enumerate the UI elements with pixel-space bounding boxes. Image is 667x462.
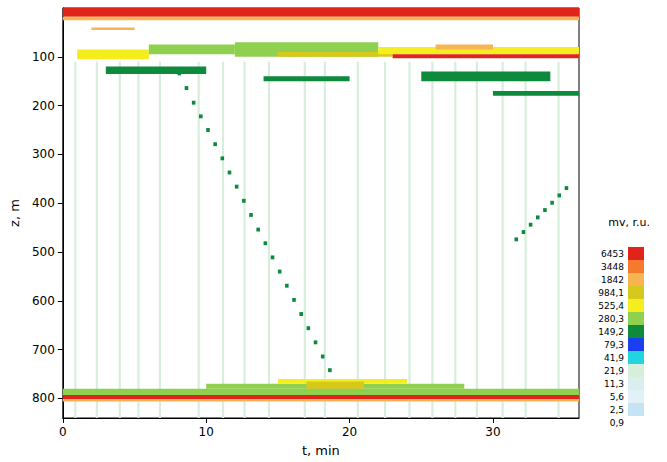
svg-text:2,5: 2,5 <box>610 405 624 415</box>
svg-text:21,9: 21,9 <box>604 366 624 376</box>
svg-text:79,3: 79,3 <box>604 340 624 350</box>
svg-text:149,2: 149,2 <box>598 327 624 337</box>
svg-text:41,9: 41,9 <box>604 353 624 363</box>
svg-text:3448: 3448 <box>601 262 624 272</box>
svg-text:500: 500 <box>32 245 55 259</box>
svg-text:525,4: 525,4 <box>598 301 624 311</box>
svg-text:800: 800 <box>32 391 55 405</box>
svg-text:600: 600 <box>32 294 55 308</box>
svg-text:z, m: z, m <box>7 199 22 227</box>
svg-text:280,3: 280,3 <box>598 314 624 324</box>
svg-text:300: 300 <box>32 147 55 161</box>
svg-text:10: 10 <box>199 425 214 439</box>
svg-text:0: 0 <box>59 425 67 439</box>
svg-text:20: 20 <box>342 425 357 439</box>
svg-text:984,1: 984,1 <box>598 288 624 298</box>
svg-text:6453: 6453 <box>601 249 624 259</box>
svg-text:0,9: 0,9 <box>610 418 625 428</box>
svg-text:700: 700 <box>32 343 55 357</box>
svg-text:t, min: t, min <box>302 443 340 458</box>
svg-text:400: 400 <box>32 196 55 210</box>
svg-text:mv, r.u.: mv, r.u. <box>608 216 650 229</box>
svg-text:200: 200 <box>32 99 55 113</box>
svg-text:1842: 1842 <box>601 275 624 285</box>
svg-text:5,6: 5,6 <box>610 392 625 402</box>
svg-text:30: 30 <box>485 425 500 439</box>
svg-text:11,3: 11,3 <box>604 379 624 389</box>
svg-text:100: 100 <box>32 50 55 64</box>
